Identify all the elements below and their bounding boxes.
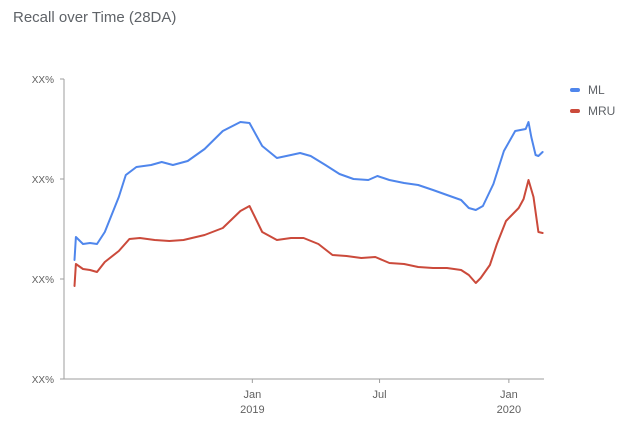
x-tick-year-label: 2019 [240,404,264,416]
y-tick-label: XX% [32,175,54,186]
series-line-ml [73,121,544,261]
y-tick-label: XX% [32,375,54,386]
x-tick-label: Jan [500,389,518,401]
legend-swatch-ml [570,88,580,92]
x-tick-year-label: 2020 [497,404,521,416]
legend-item-mru[interactable]: MRU [570,101,615,121]
legend-label-mru: MRU [588,104,616,118]
y-tick-label: XX% [32,75,54,86]
legend-item-ml[interactable]: ML [570,80,615,100]
x-tick-label: Jul [373,389,387,401]
x-tick-label: Jan [243,389,261,401]
series-line-mru [73,179,544,287]
legend-label-ml: ML [588,83,605,97]
legend: ML MRU [570,80,615,122]
y-tick-label: XX% [32,275,54,286]
chart-title: Recall over Time (28DA) [13,9,177,26]
legend-swatch-mru [570,109,580,113]
